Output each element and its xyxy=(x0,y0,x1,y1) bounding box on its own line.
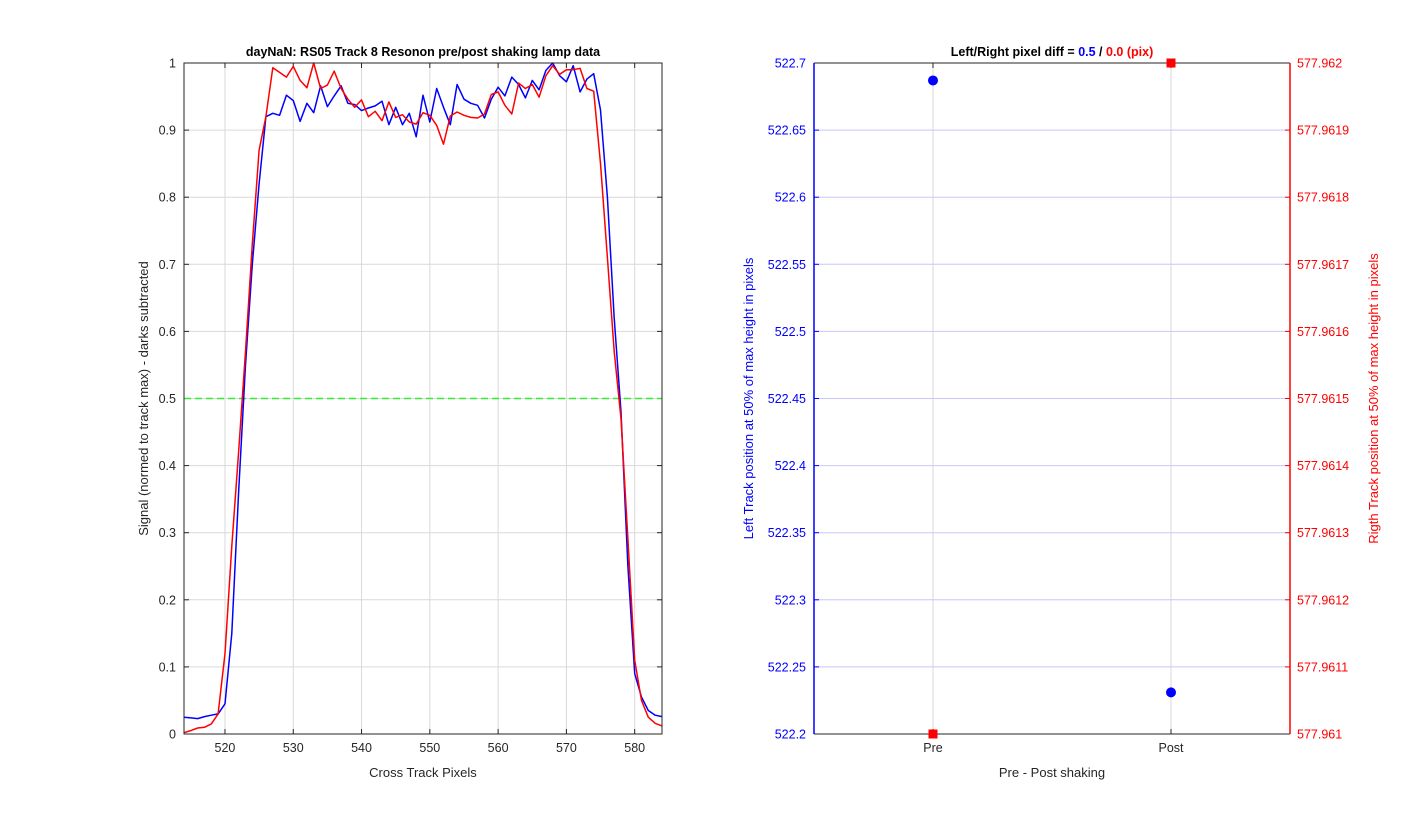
left-y-tick-label: 522.65 xyxy=(768,124,806,138)
x-tick-label: 520 xyxy=(215,741,236,755)
y-tick-label: 0.6 xyxy=(159,325,176,339)
post-shaking-series-line xyxy=(183,62,663,734)
right-track-point xyxy=(928,729,938,739)
x-tick-label: 550 xyxy=(419,741,440,755)
left-y-tick-label: 522.35 xyxy=(768,526,806,540)
right-y-axis-label: Rigth Track position at 50% of max heigh… xyxy=(1366,253,1381,544)
y-tick-label: 0.1 xyxy=(159,660,176,674)
left-y-tick-label: 522.55 xyxy=(768,258,806,272)
y-tick-label: 0 xyxy=(169,728,176,742)
right-y-tick-label: 577.9612 xyxy=(1297,593,1349,607)
title-part: 0.0 (pix) xyxy=(1106,45,1153,59)
right-y-tick-label: 577.9615 xyxy=(1297,392,1349,406)
left-track-point xyxy=(928,75,938,86)
y-axis-label-1: Signal (normed to track max) - darks sub… xyxy=(136,261,151,536)
right-y-tick-label: 577.962 xyxy=(1297,57,1342,71)
left-y-tick-label: 522.6 xyxy=(775,191,806,205)
right-y-tick-label: 577.9617 xyxy=(1297,258,1349,272)
right-y-tick-label: 577.9616 xyxy=(1297,325,1349,339)
right-y-tick-label: 577.9611 xyxy=(1297,660,1348,674)
right-y-tick-label: 577.9614 xyxy=(1297,459,1349,473)
chart-title-2: Left/Right pixel diff = 0.5 / 0.0 (pix) xyxy=(951,45,1154,59)
left-y-tick-label: 522.25 xyxy=(768,660,806,674)
title-part: / xyxy=(1096,45,1106,59)
left-y-tick-label: 522.4 xyxy=(775,459,806,473)
left-y-tick-label: 522.5 xyxy=(775,325,806,339)
y-tick-label: 1 xyxy=(169,57,176,71)
title-part: Left/Right pixel diff = xyxy=(951,45,1078,59)
left-y-tick-label: 522.7 xyxy=(775,57,806,71)
x-tick-label: 530 xyxy=(283,741,304,755)
pre-shaking-series-line xyxy=(183,62,663,720)
x-axis-label-1: Cross Track Pixels xyxy=(369,765,477,780)
x-category-label: Post xyxy=(1158,741,1184,755)
left-y-axis-label: Left Track position at 50% of max height… xyxy=(741,257,756,539)
y-tick-label: 0.3 xyxy=(159,526,176,540)
left-track-point xyxy=(1166,687,1176,698)
x-tick-label: 560 xyxy=(488,741,509,755)
y-tick-label: 0.2 xyxy=(159,593,176,607)
left-y-tick-label: 522.45 xyxy=(768,392,806,406)
right-y-tick-label: 577.9618 xyxy=(1297,191,1349,205)
y-tick-label: 0.8 xyxy=(159,191,176,205)
title-part: 0.5 xyxy=(1078,45,1095,59)
left-y-tick-label: 522.2 xyxy=(775,728,806,742)
x-category-label: Pre xyxy=(923,741,943,755)
right-y-tick-label: 577.961 xyxy=(1297,728,1342,742)
x-tick-label: 540 xyxy=(351,741,372,755)
right-y-tick-label: 577.9613 xyxy=(1297,526,1349,540)
track-position-chart: Pre Post 577.961 577.9611 577.9612 577.9613 57… xyxy=(741,45,1381,780)
right-y-tick-label: 577.9619 xyxy=(1297,124,1349,138)
signal-profile-chart: 520 530 540 550 560 570 580 0 0.1 0.2 0.3 0.4 0.5 0.6… xyxy=(136,45,663,780)
y-tick-label: 0.4 xyxy=(159,459,176,473)
right-track-point xyxy=(1166,58,1176,68)
y-tick-label: 0.5 xyxy=(159,392,176,406)
x-axis-label-2: Pre - Post shaking xyxy=(999,765,1105,780)
x-tick-label: 580 xyxy=(624,741,645,755)
left-y-tick-label: 522.3 xyxy=(775,593,806,607)
y-tick-label: 0.9 xyxy=(159,124,176,138)
chart-title-1: dayNaN: RS05 Track 8 Resonon pre/post sh… xyxy=(246,45,601,59)
y-tick-label: 0.7 xyxy=(159,258,176,272)
plot-frame-1 xyxy=(183,62,663,735)
x-tick-label: 570 xyxy=(556,741,577,755)
